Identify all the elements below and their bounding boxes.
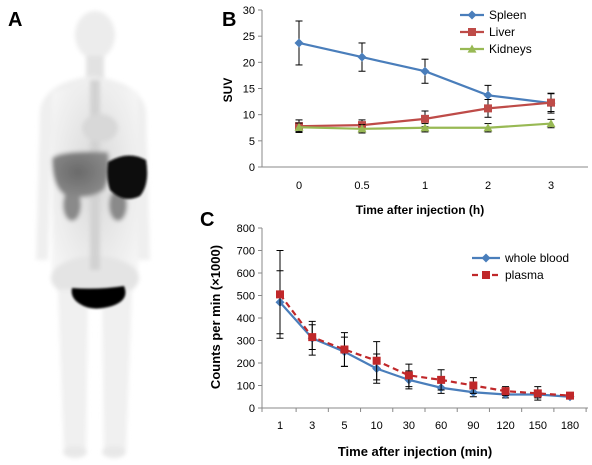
data-point: [533, 389, 542, 398]
data-point: [357, 52, 367, 62]
panel-label-c: C: [200, 209, 214, 231]
pet-scan-image: [36, 11, 150, 458]
series-spleen: [294, 20, 556, 114]
series-plasma: [276, 250, 574, 401]
y-tick-label: 400: [237, 313, 255, 325]
x-axis-title: Time after injection (min): [338, 444, 492, 459]
legend-marker: [467, 10, 477, 20]
y-tick-label: 200: [237, 358, 255, 370]
data-point: [420, 123, 430, 132]
x-tick-label: 3: [309, 420, 315, 432]
x-tick-label: 3: [548, 180, 554, 192]
legend-label: plasma: [505, 268, 544, 282]
data-point: [469, 381, 478, 390]
legend-entry-kidneys: Kidneys: [460, 42, 532, 56]
x-tick-label: 120: [496, 420, 514, 432]
data-point: [294, 38, 304, 48]
legend-label: whole blood: [504, 251, 569, 265]
x-tick-label: 1: [277, 420, 283, 432]
y-tick-label: 700: [237, 246, 255, 258]
y-axis-title: Counts per min (×1000): [208, 245, 223, 389]
x-tick-label: 1: [422, 180, 428, 192]
data-point: [357, 124, 367, 133]
legend-entry-spleen: Spleen: [460, 8, 526, 22]
x-tick-label: 0: [296, 180, 302, 192]
x-axis-title: Time after injection (h): [356, 203, 484, 217]
legend-marker: [482, 271, 490, 279]
data-point: [276, 290, 284, 299]
legend-marker: [481, 253, 491, 263]
data-point: [404, 371, 413, 380]
y-tick-label: 5: [249, 136, 255, 148]
x-tick-label: 10: [371, 420, 383, 432]
legend-label: Spleen: [489, 8, 526, 22]
y-tick-label: 10: [243, 110, 255, 122]
y-tick-label: 600: [237, 268, 255, 280]
data-point: [501, 387, 510, 396]
data-point: [546, 119, 556, 128]
y-axis-title: SUV: [221, 78, 235, 103]
legend-entry-liver: Liver: [460, 25, 515, 39]
legend-marker: [468, 28, 476, 36]
panel-label-a: A: [8, 9, 22, 31]
y-tick-label: 0: [249, 403, 255, 415]
x-tick-label: 0.5: [354, 180, 369, 192]
y-tick-label: 20: [243, 57, 255, 69]
data-point: [421, 114, 429, 123]
x-tick-label: 60: [435, 420, 447, 432]
data-point: [547, 98, 555, 107]
x-tick-label: 180: [561, 420, 579, 432]
series-line: [279, 293, 571, 397]
y-tick-label: 0: [249, 162, 255, 174]
legend-marker: [467, 44, 477, 53]
series-line: [279, 301, 571, 398]
data-point: [308, 333, 317, 342]
data-point: [372, 356, 381, 365]
legend-label: Liver: [489, 25, 515, 39]
data-point: [483, 90, 493, 100]
data-point: [294, 122, 304, 131]
x-tick-label: 30: [403, 420, 415, 432]
y-tick-label: 25: [243, 31, 255, 43]
y-tick-label: 800: [237, 223, 255, 235]
data-point: [420, 66, 430, 76]
data-point: [340, 345, 349, 354]
y-tick-label: 30: [243, 5, 255, 17]
panel-label-b: B: [222, 9, 236, 31]
x-tick-label: 2: [485, 180, 491, 192]
blood-clearance-chart: 0 100 200 300 400 500 600 700 800 1 3 5 10 30 60 90 120 1…: [208, 223, 588, 459]
x-tick-label: 150: [529, 420, 547, 432]
y-tick-label: 500: [237, 291, 255, 303]
series-whole-blood: [275, 270, 575, 402]
legend-entry-whole-blood: whole blood: [472, 251, 569, 265]
legend-label: Kidneys: [489, 42, 532, 56]
series-kidneys: [294, 118, 556, 134]
suv-chart: 0 5 10 15 20 25 30 0 0.5 1 2 3 Spleen Liver Kidneys Ti…: [221, 5, 588, 217]
y-tick-label: 100: [237, 381, 255, 393]
x-tick-label: 90: [467, 420, 479, 432]
legend-entry-plasma: plasma: [472, 268, 544, 282]
x-tick-label: 5: [341, 420, 347, 432]
data-point: [483, 123, 493, 132]
y-tick-label: 15: [243, 84, 255, 96]
data-point: [437, 375, 446, 384]
data-point: [484, 104, 492, 113]
data-point: [566, 391, 574, 400]
y-tick-label: 300: [237, 336, 255, 348]
legend: Spleen Liver Kidneys: [460, 8, 532, 56]
legend: whole blood plasma: [472, 251, 569, 282]
